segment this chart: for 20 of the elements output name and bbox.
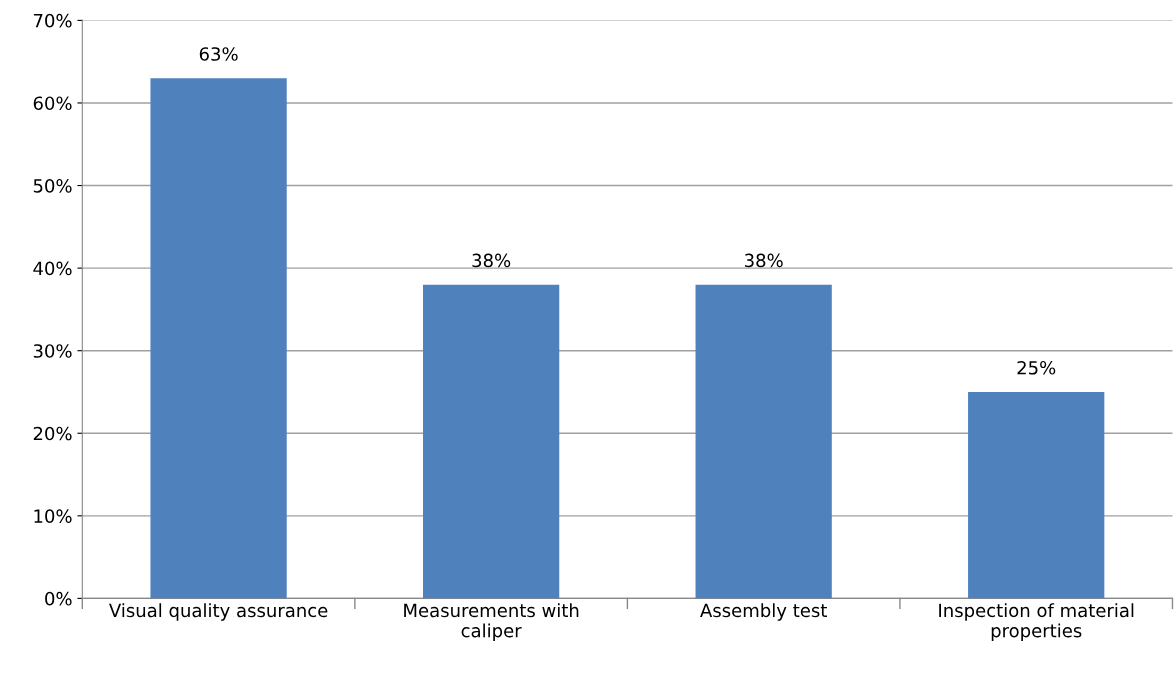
data-label: 63% — [199, 47, 238, 61]
y-tick-label: 50% — [33, 179, 72, 193]
x-tick-label: Measurements with caliper — [404, 603, 579, 641]
x-tick-label: Inspection of material properties — [939, 603, 1134, 641]
data-label: 38% — [744, 253, 783, 268]
bar — [968, 391, 1105, 599]
y-tick-label: 60% — [33, 96, 72, 111]
y-tick-label: 30% — [33, 344, 72, 358]
data-label: 25% — [1017, 360, 1056, 375]
y-tick-label: 70% — [33, 13, 72, 28]
x-tick-label: Visual quality assurance — [109, 603, 328, 621]
y-tick-label: 0% — [45, 591, 72, 606]
data-label: 38% — [472, 253, 511, 268]
bar — [422, 284, 560, 599]
y-tick-label: 10% — [34, 509, 72, 523]
bar — [150, 78, 287, 599]
y-tick-label: 40% — [33, 261, 72, 276]
bar — [695, 284, 832, 599]
x-tick-label: Assembly test — [700, 603, 827, 621]
y-tick-label: 20% — [33, 426, 72, 441]
